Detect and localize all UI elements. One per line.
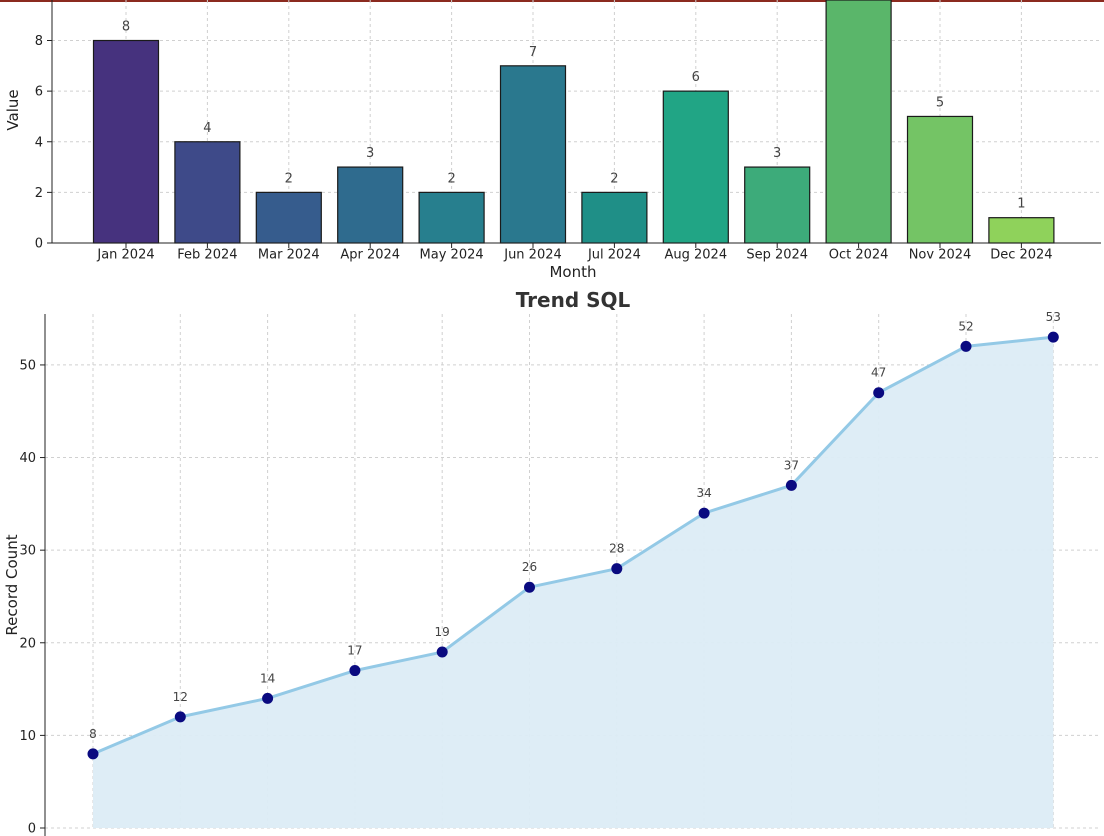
bar-data-label: 3 (773, 146, 781, 161)
bar-data-label: 3 (366, 146, 374, 161)
bar-chart-ylabel: Value (4, 89, 22, 130)
bar-data-label: 2 (285, 171, 293, 186)
line-data-label: 14 (260, 671, 275, 685)
bar (581, 191, 648, 244)
line-point (611, 563, 623, 575)
line-ytick-label: 10 (19, 729, 36, 744)
line-chart: Trend SQL 0 10 20 30 40 50 8 12 14 17 19 26 28 34 37 4… (3, 288, 1101, 836)
bar-xtick-label: Nov 2024 (909, 248, 972, 263)
bar-data-label: 4 (203, 121, 211, 136)
bar-xtick-label: Aug 2024 (664, 248, 727, 263)
bar (906, 115, 974, 244)
bar-data-label: 1 (1017, 197, 1025, 212)
line-chart-axes: 0 10 20 30 40 50 (19, 314, 46, 836)
line-series (92, 335, 1054, 756)
line-data-label: 12 (173, 690, 188, 704)
line-point (873, 387, 885, 399)
bar-data-label: 2 (610, 171, 618, 186)
line-point (524, 581, 535, 593)
bar (255, 191, 322, 244)
bar-ytick-label: 4 (35, 135, 43, 150)
line-ytick-label: 20 (19, 636, 36, 651)
line-area-fill (93, 337, 1054, 828)
bar-xtick-label: Oct 2024 (829, 248, 889, 263)
bar (662, 90, 729, 244)
line-point (785, 479, 797, 491)
line-point (960, 340, 972, 352)
line-ytick-label: 0 (28, 822, 36, 836)
line-point (87, 748, 99, 760)
line-point (1047, 331, 1059, 343)
bar-data-label: 8 (122, 20, 130, 35)
line-ytick-label: 50 (19, 358, 36, 373)
bar-xtick-label: Feb 2024 (177, 248, 237, 263)
bar (92, 39, 160, 244)
bar (499, 65, 567, 244)
bar-chart: 0 2 4 6 8 Jan 2024 Feb 2024 Mar 2024 Apr 2024 May… (4, 0, 1101, 281)
bar-xtick-label: Apr 2024 (340, 248, 400, 263)
bar-data-label: 2 (447, 171, 455, 186)
bar-ytick-label: 8 (35, 34, 43, 49)
bar-ytick-label: 6 (35, 85, 43, 100)
bar-data-label: 7 (529, 45, 537, 60)
bar (174, 141, 241, 244)
bar-xtick-label: Sep 2024 (746, 248, 808, 263)
line-point (436, 646, 448, 658)
line-data-label: 19 (435, 625, 450, 639)
bar-xtick-label: Dec 2024 (990, 248, 1052, 263)
line-data-label: 26 (522, 560, 537, 574)
bar-ytick-label: 2 (35, 186, 43, 201)
bar-chart-labels: 8 4 2 3 2 7 2 6 3 5 1 (122, 20, 1026, 212)
line-chart-title: Trend SQL (516, 288, 631, 312)
line-ytick-label: 30 (19, 544, 36, 559)
bar-xtick-label: Mar 2024 (258, 248, 320, 263)
line-chart-ylabel: Record Count (3, 534, 21, 635)
bar-xtick-label: Jun 2024 (503, 248, 562, 263)
bar (418, 191, 485, 244)
line-point (174, 711, 186, 723)
bar (744, 166, 811, 244)
line-data-label: 47 (871, 366, 886, 380)
line-point (262, 692, 274, 704)
bar-xtick-label: Jul 2024 (587, 248, 641, 263)
bar-data-label: 6 (692, 70, 700, 85)
line-point (349, 665, 361, 677)
line-data-label: 17 (347, 644, 362, 658)
line-chart-points: 8 12 14 17 19 26 28 34 37 47 52 53 (87, 310, 1061, 760)
line-chart-area (92, 335, 1054, 828)
bar-chart-bars (92, 0, 1055, 244)
bar (337, 166, 404, 244)
top-border (0, 0, 1104, 2)
bar-chart-xlabel: Month (549, 263, 596, 281)
bar-ytick-label: 0 (35, 237, 43, 252)
line-data-label: 37 (784, 458, 799, 472)
line-data-label: 53 (1046, 310, 1061, 324)
bar-xtick-label: May 2024 (420, 248, 484, 263)
line-data-label: 34 (696, 486, 711, 500)
line-data-label: 52 (958, 319, 973, 333)
bar-data-label: 5 (936, 95, 944, 110)
line-point (698, 507, 710, 519)
line-data-label: 28 (609, 542, 624, 556)
line-ytick-label: 40 (19, 451, 36, 466)
bar-xtick-label: Jan 2024 (96, 248, 154, 263)
bar (825, 0, 892, 244)
line-data-label: 8 (89, 727, 97, 741)
bar-chart-axes: 0 2 4 6 8 Jan 2024 Feb 2024 Mar 2024 Apr 2024 May… (35, 0, 1101, 263)
bar (988, 217, 1055, 244)
